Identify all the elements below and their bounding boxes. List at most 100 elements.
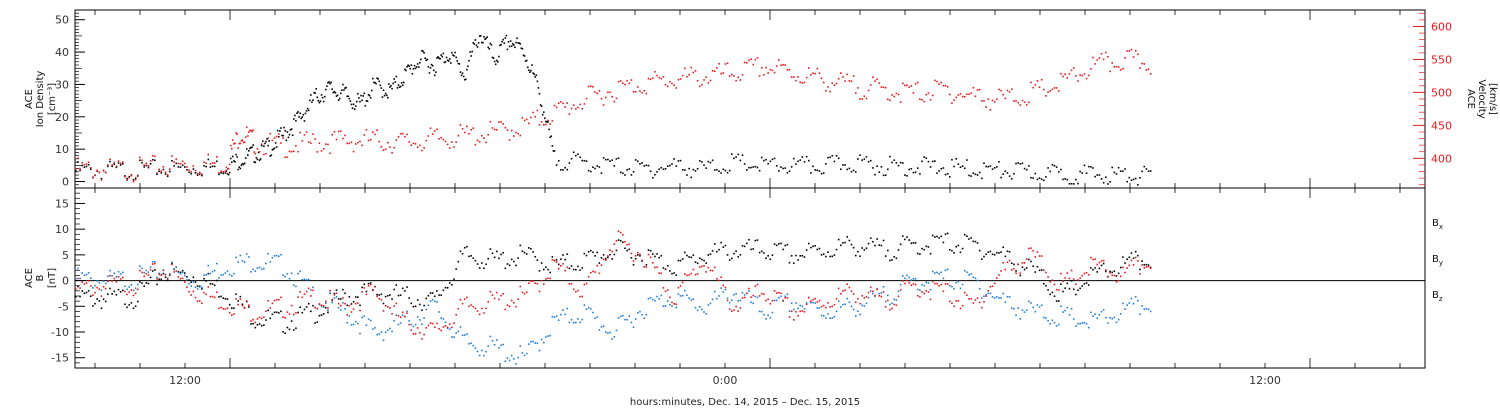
velocity-point [686,75,688,78]
bx-point [1066,282,1069,285]
bz-point [382,310,385,312]
by-point [521,352,524,354]
by-point [940,271,943,274]
velocity-point [1115,65,1118,68]
velocity-point [406,133,408,136]
velocity-point [525,118,528,121]
velocity-point [613,100,616,103]
by-point [107,275,109,277]
by-point [978,288,981,290]
bz-point [1036,251,1039,253]
density-point [1066,178,1069,181]
bz-point [218,307,220,310]
bx-point [211,283,214,285]
bx-point [583,252,586,255]
bz-point [162,269,165,272]
bz-point [320,304,323,306]
velocity-point [216,156,218,158]
density-point [274,142,277,144]
bz-point [799,310,802,313]
bz-point [96,286,98,289]
density-point [192,168,195,170]
by-point [169,273,171,275]
velocity-point [844,80,846,82]
bz-point [429,322,432,324]
bz-point [690,272,693,275]
bx-point [521,250,524,253]
velocity-point [799,81,802,84]
density-point [156,173,158,176]
velocity-point [1107,55,1109,58]
velocity-point [397,136,400,138]
velocity-point [756,57,759,59]
density-point [314,92,316,94]
bx-point [431,292,434,294]
density-point [166,175,169,178]
by-point [472,344,475,347]
velocity-point [1047,91,1049,93]
velocity-point [540,121,543,123]
velocity-point [369,138,372,141]
velocity-point [119,162,122,165]
bz-point [861,294,863,297]
bz-point [1119,275,1122,278]
velocity-point [944,84,947,87]
bx-point [797,259,799,261]
velocity-point [673,84,675,86]
bx-point [384,295,387,298]
velocity-point [681,74,684,77]
bx-point [1092,268,1094,271]
velocity-point [538,124,541,126]
density-point [363,92,366,95]
velocity-point [515,131,517,134]
bz-point [622,234,624,236]
velocity-point [421,149,423,152]
by-point [126,288,128,291]
velocity-point [158,168,160,171]
bz-point [679,285,682,287]
bz-point [579,295,581,298]
bx-point [325,306,327,309]
density-point [645,164,648,167]
velocity-point [741,74,744,76]
density-point [489,42,492,45]
bx-point [577,265,579,268]
density-point [481,41,483,44]
velocity-point [622,82,624,85]
velocity-point [448,147,451,149]
velocity-point [173,161,175,163]
by-point [100,289,103,292]
density-point [321,96,324,99]
bz-point [869,286,872,289]
by-point [795,302,797,304]
density-point [462,75,465,78]
bz-point [703,264,705,267]
by-point [974,277,977,280]
by-point [553,316,556,318]
density-point [318,101,321,104]
x-tick-label-1: 12:00 [169,374,201,387]
velocity-point [225,166,228,169]
velocity-point [192,165,195,167]
density-point [413,64,416,67]
top-panel-frame [74,9,1426,189]
bx-point [778,243,780,245]
by-point [592,311,594,314]
density-point [1053,164,1056,167]
bx-point [425,297,428,300]
bx-point [745,242,748,245]
bz-point [1023,262,1026,264]
density-point [1092,167,1094,169]
velocity-point [827,86,829,88]
by-point [1036,304,1039,306]
density-point [250,146,252,149]
density-point [436,57,438,59]
density-point [639,163,641,165]
bz-point [878,295,881,297]
bz-point [483,312,485,314]
bx-point [1137,254,1139,257]
density-point [316,96,319,99]
bz-point [401,311,404,314]
bz-point [339,304,342,307]
by-point [1064,309,1066,312]
